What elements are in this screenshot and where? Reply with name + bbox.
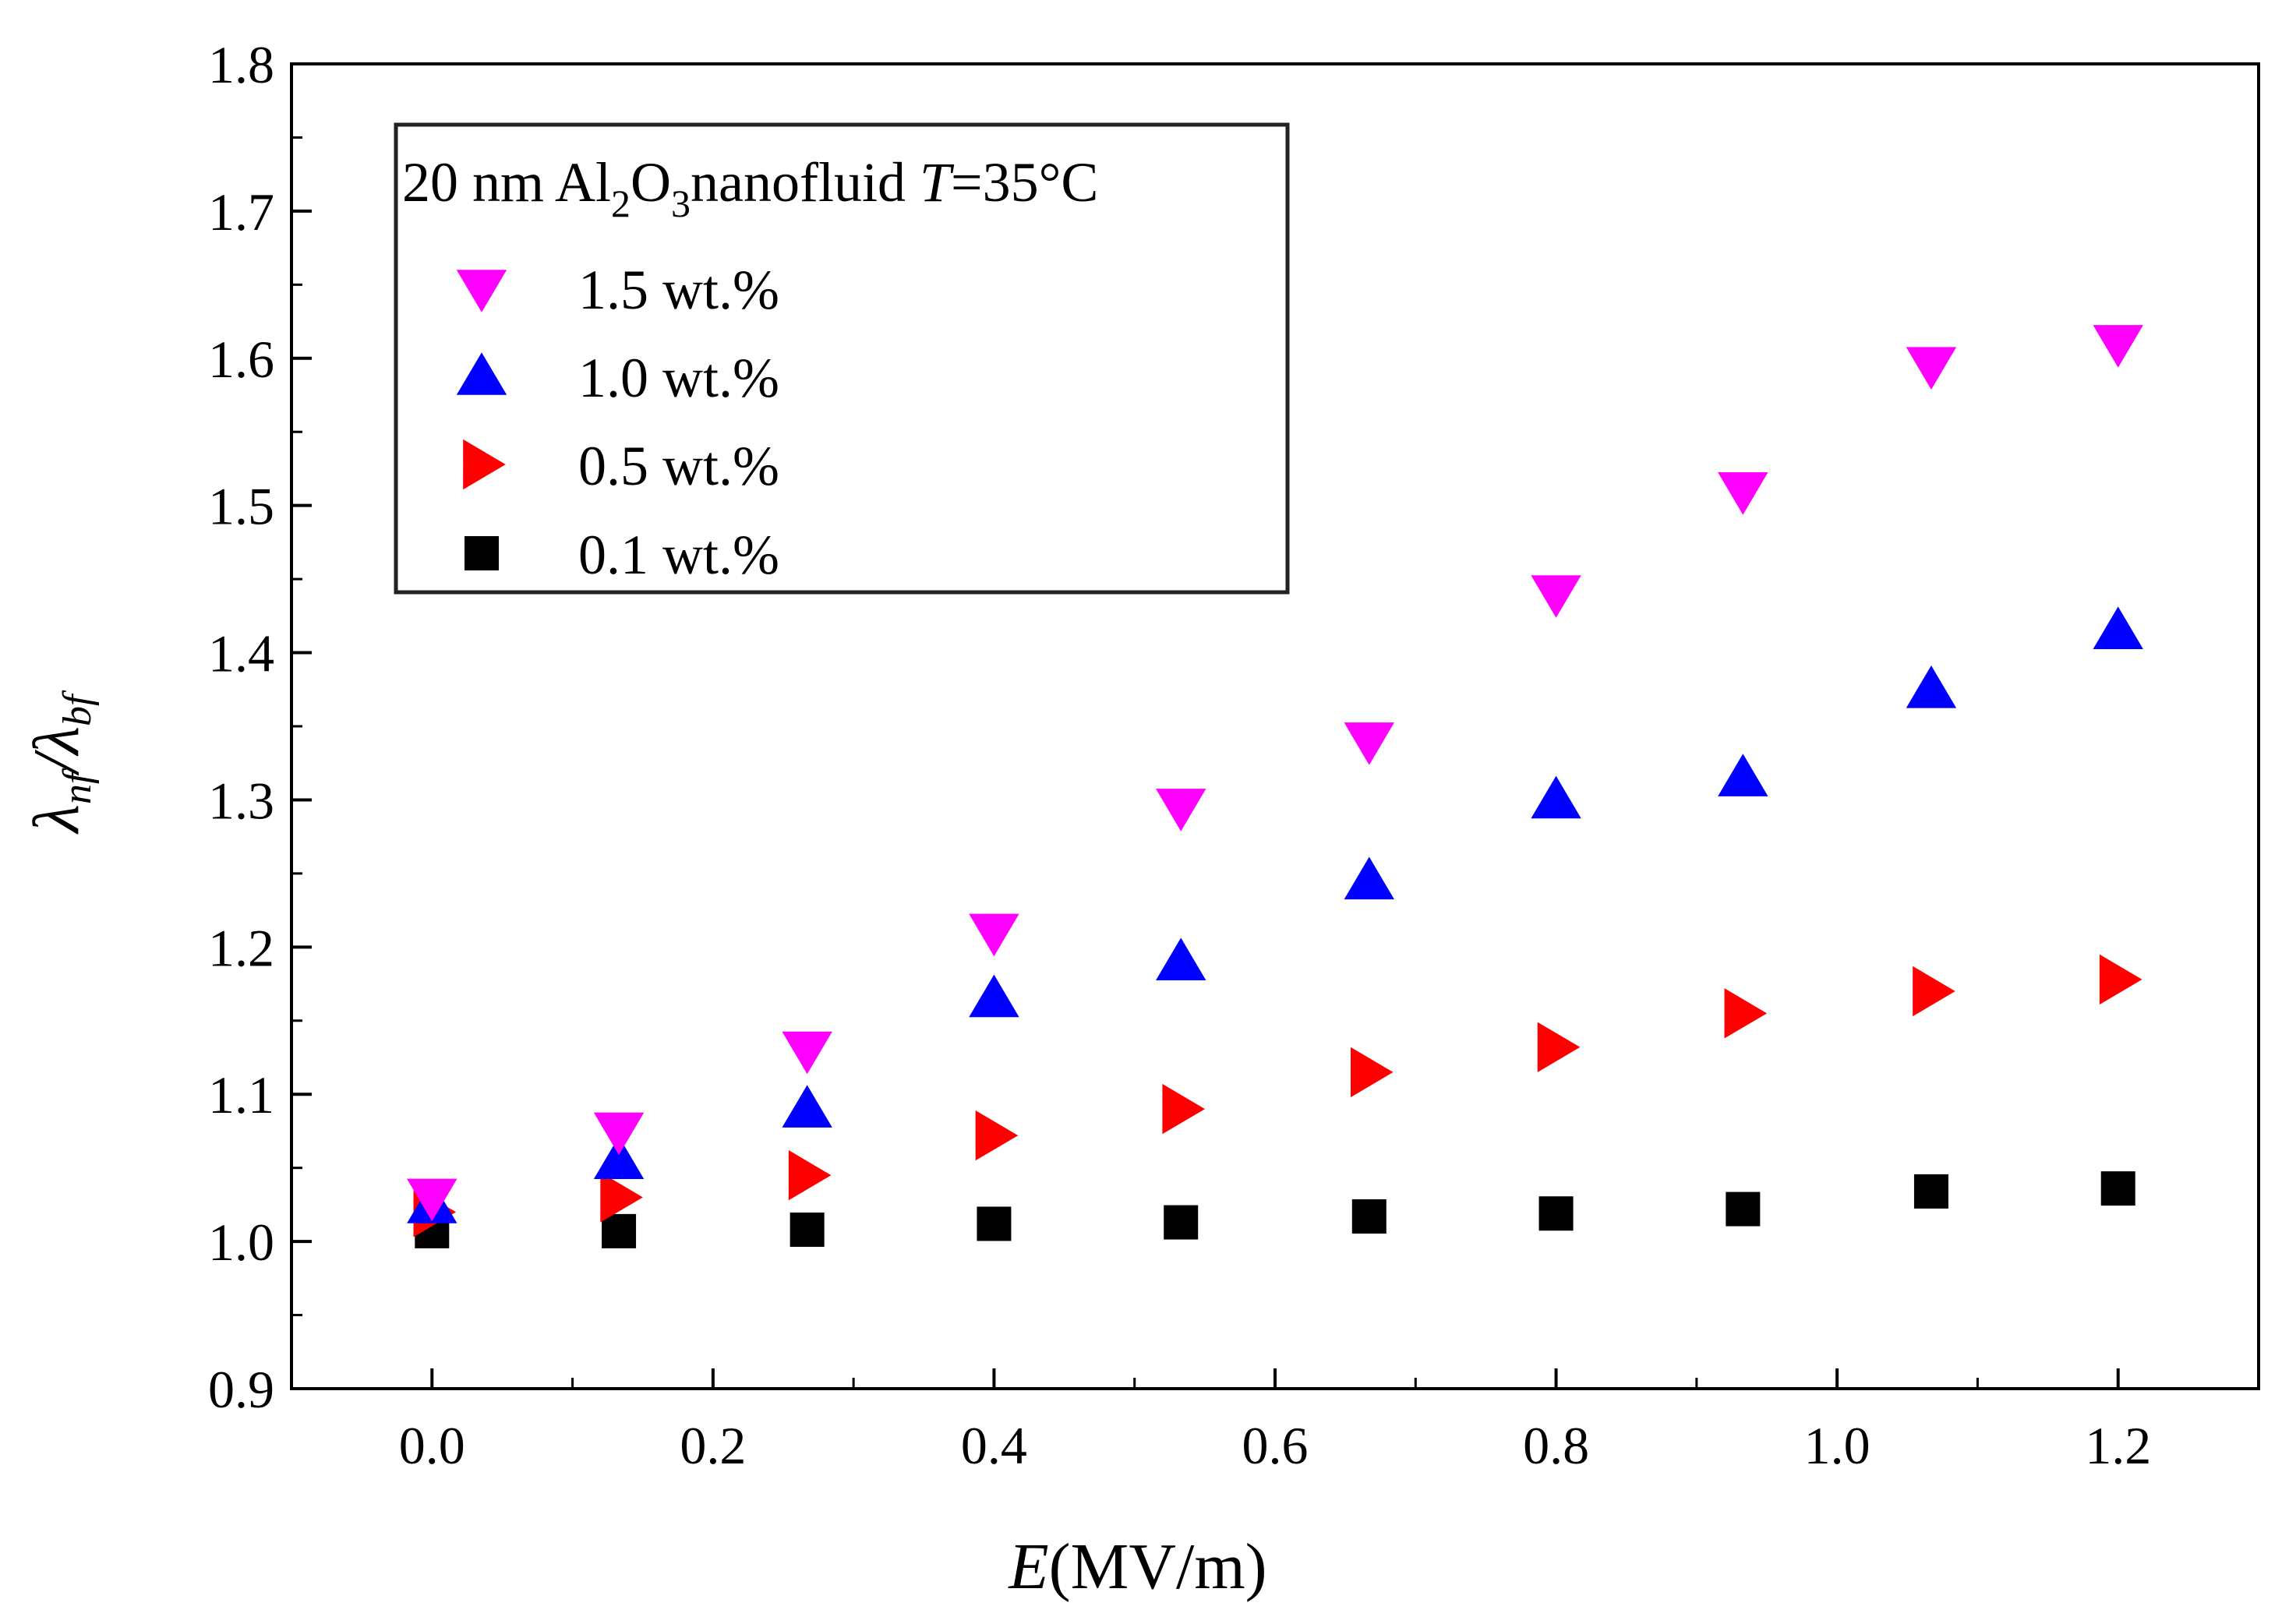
legend-label: 0.5 wt.% (578, 435, 779, 497)
plot-area-frame (290, 62, 2260, 1390)
data-point (977, 1206, 1012, 1241)
data-markers (407, 325, 2143, 1248)
data-point (2100, 1171, 2135, 1206)
x-axis-title: E(MV/m) (1008, 1530, 1266, 1603)
data-point (790, 1213, 825, 1247)
legend-label: 1.5 wt.% (578, 259, 779, 321)
legend-marker (456, 270, 507, 312)
data-point (1537, 1022, 1581, 1072)
x-tick-label: 1.0 (1804, 1416, 1870, 1475)
y-tick-label: 1.8 (208, 35, 274, 94)
data-point (602, 1213, 637, 1248)
data-point (1350, 1047, 1394, 1098)
data-point (1913, 1174, 1948, 1209)
data-point (1726, 1192, 1761, 1227)
y-tick-label: 1.7 (208, 182, 274, 242)
data-point (2093, 325, 2143, 368)
svg-text:λnf/λbf: λnf/λbf (20, 690, 100, 835)
data-point (1164, 1205, 1199, 1240)
x-tick-label: 0.4 (961, 1416, 1027, 1475)
y-tick-label: 1.5 (208, 477, 274, 536)
x-tick-label: 0.0 (399, 1416, 465, 1475)
legend-title: 20 nm Al2O3nanofluid T=35°C (402, 151, 1098, 225)
data-point (407, 1178, 457, 1222)
data-point (969, 913, 1019, 957)
data-point (2099, 954, 2142, 1005)
data-point (600, 1172, 643, 1223)
data-point (593, 1136, 645, 1180)
y-tick-label: 1.6 (208, 330, 274, 389)
data-point (1531, 575, 1581, 618)
y-tick-label: 1.2 (208, 918, 274, 977)
y-tick-label: 1.1 (208, 1065, 274, 1124)
data-point (1156, 937, 1206, 981)
data-point (788, 1149, 832, 1201)
data-point (593, 1112, 645, 1156)
data-point (2093, 606, 2143, 650)
data-point (1156, 789, 1206, 831)
data-point (1906, 665, 1957, 708)
legend-marker (456, 352, 507, 395)
data-point (1718, 471, 1768, 515)
y-tick-label: 1.0 (208, 1213, 274, 1272)
y-tick-label: 1.3 (208, 771, 274, 830)
data-point (1162, 1083, 1206, 1135)
x-tick-label: 1.2 (2085, 1416, 2151, 1475)
legend: 20 nm Al2O3nanofluid T=35°C 1.5 wt.% 1.0 … (394, 122, 1290, 595)
data-point (782, 1031, 832, 1075)
legend-box (394, 122, 1290, 595)
data-point (1531, 775, 1581, 819)
data-point (1718, 754, 1768, 796)
data-point (782, 1085, 832, 1128)
x-tick-label: 0.2 (680, 1416, 746, 1475)
data-point (1538, 1196, 1574, 1231)
data-point (1724, 988, 1768, 1039)
legend-entries: 1.5 wt.% 1.0 wt.% 0.5 wt.% 0.1 wt.% (456, 259, 779, 586)
data-point (969, 974, 1019, 1018)
data-point (1906, 347, 1957, 390)
data-point (1344, 856, 1394, 900)
legend-marker (465, 536, 499, 570)
legend-marker (463, 439, 506, 490)
legend-label: 1.0 wt.% (578, 347, 779, 409)
tick-labels: 0.0 0.2 0.4 0.6 0.8 1.0 1.2 0.9 1.0 1.1 1.2 1.3 1.4 1… (208, 35, 2151, 1475)
x-tick-label: 0.6 (1242, 1416, 1309, 1475)
y-tick-label: 0.9 (208, 1360, 274, 1419)
y-tick-label: 1.4 (208, 624, 274, 683)
data-point (1913, 966, 1955, 1017)
x-tick-label: 0.8 (1523, 1416, 1589, 1475)
data-point (1351, 1199, 1387, 1234)
data-point (975, 1110, 1019, 1161)
y-axis-title: λnf/λbf (20, 690, 100, 835)
legend-label: 0.1 wt.% (578, 524, 779, 586)
data-point (1344, 722, 1394, 765)
